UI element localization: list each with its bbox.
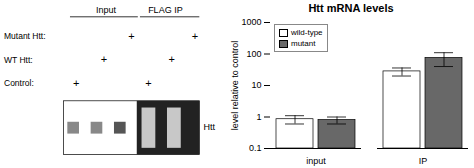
svg-text:+: +	[128, 30, 134, 42]
svg-text:+: +	[73, 77, 79, 89]
svg-text:+: +	[145, 77, 151, 89]
svg-text:+: +	[101, 53, 107, 65]
svg-text:Htt: Htt	[204, 122, 216, 132]
html-text:mutant: mutant	[291, 39, 316, 48]
svg-text:1: 1	[256, 112, 261, 122]
svg-text:Mutant Htt:: Mutant Htt:	[4, 31, 46, 41]
svg-text:+: +	[192, 30, 198, 42]
svg-text:level relative to control: level relative to control	[230, 41, 240, 131]
svg-text:+: +	[169, 53, 175, 65]
html-text:Htt mRNA levels: Htt mRNA levels	[308, 2, 394, 14]
svg-text:0.1: 0.1	[249, 143, 262, 153]
svg-text:WT Htt:: WT Htt:	[4, 55, 33, 65]
svg-text:Input: Input	[96, 5, 117, 15]
svg-text:100: 100	[246, 49, 261, 59]
svg-text:Control:: Control:	[4, 78, 34, 88]
html-text:wild-type: wild-type	[291, 28, 323, 37]
svg-text:1000: 1000	[241, 17, 261, 27]
svg-text:IP: IP	[419, 156, 428, 166]
svg-text:10: 10	[251, 80, 261, 90]
svg-text:input: input	[306, 156, 326, 166]
svg-text:FLAG IP: FLAG IP	[148, 5, 183, 15]
